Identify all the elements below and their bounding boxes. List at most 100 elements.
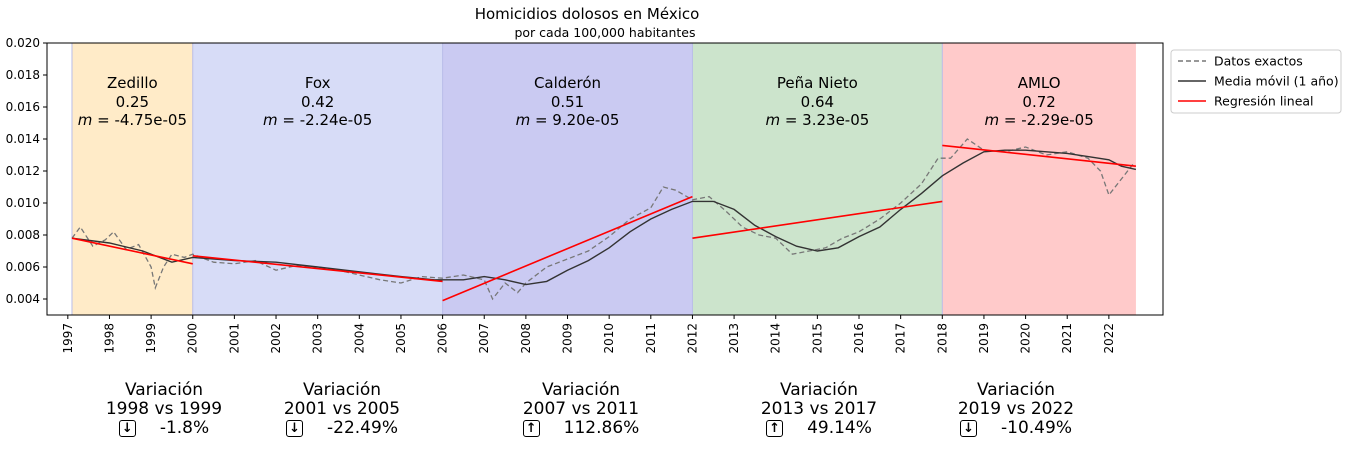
x-tick-label-6: 2003 (311, 323, 325, 354)
variation-value: -1.8% (159, 418, 210, 438)
x-tick-label-25: 2022 (1102, 323, 1116, 354)
x-tick-label-22: 2019 (977, 323, 991, 354)
slope-value: = -2.24e-05 (282, 111, 372, 129)
x-tick-label-4: 2001 (227, 323, 241, 354)
y-tick-label-3: 0.014 (6, 132, 40, 146)
x-tick-label-13: 2010 (602, 323, 616, 354)
variation-period: 1998 vs 1999 (105, 399, 223, 419)
x-tick-label-7: 2004 (352, 323, 366, 354)
plot-frame (46, 42, 1164, 316)
variation-row: ↑ 49.14% (719, 419, 919, 438)
regression-line-4 (942, 144, 1137, 167)
y-tick-label-7: 0.006 (6, 260, 40, 274)
presidential-period-bands (71, 43, 1136, 315)
arrow-up-icon: ↑ (766, 420, 784, 437)
y-tick-label-0: 0.020 (6, 36, 40, 50)
regression-line-0 (71, 237, 193, 265)
period-name-0: Zedillo (107, 74, 158, 92)
variation-row: ↓ -10.49% (916, 419, 1116, 438)
y-tick-label-1: 0.018 (6, 68, 40, 82)
slope-value: = 3.23e-05 (785, 111, 869, 129)
x-tick-label-18: 2015 (810, 323, 824, 354)
variation-row: ↓ -1.8% (64, 419, 264, 438)
variation-period: 2007 vs 2011 (522, 399, 640, 419)
period-slope-3: m = 3.23e-05 (765, 111, 869, 129)
period-value-2: 0.51 (551, 93, 584, 111)
legend-label-1: Media móvil (1 año) (1214, 74, 1339, 89)
slope-symbol: m (765, 111, 784, 129)
period-band-0 (71, 43, 193, 315)
variation-row: ↓ -22.49% (242, 419, 442, 438)
y-tick-label-8: 0.004 (6, 292, 40, 306)
x-tick-label-24: 2021 (1060, 323, 1074, 354)
y-tick-label-2: 0.016 (6, 100, 40, 114)
regression-line-2 (442, 195, 693, 302)
series-line-0 (71, 138, 1135, 301)
x-tick-label-1: 1998 (102, 323, 116, 354)
x-tick-label-12: 2009 (561, 323, 575, 354)
arrow-up-icon: ↑ (522, 420, 540, 437)
period-name-2: Calderón (534, 74, 601, 92)
slope-value: = -2.29e-05 (1004, 111, 1094, 129)
variation-block: Variación 2013 vs 2017 ↑ 49.14% (719, 381, 919, 438)
variation-block: Variación 1998 vs 1999 ↓ -1.8% (64, 381, 264, 438)
regression-line-3 (692, 200, 943, 239)
slope-symbol: m (516, 111, 535, 129)
variation-title: Variación (124, 380, 204, 400)
arrow-down-icon: ↓ (118, 420, 136, 437)
period-value-0: 0.25 (116, 93, 149, 111)
x-tick-label-16: 2013 (727, 323, 741, 354)
y-tick-label-5: 0.010 (6, 196, 40, 210)
variation-title: Variación (302, 380, 382, 400)
period-slope-2: m = 9.20e-05 (516, 111, 620, 129)
period-name-3: Peña Nieto (777, 74, 858, 92)
period-name-4: AMLO (1018, 74, 1061, 92)
x-tick-label-23: 2020 (1019, 323, 1033, 354)
period-band-1 (192, 43, 443, 315)
x-tick-label-9: 2006 (436, 323, 450, 354)
arrow-down-icon: ↓ (960, 420, 978, 437)
chart-title: Homicidios dolosos en México (475, 5, 700, 23)
variation-value: -22.49% (327, 418, 398, 438)
x-tick-label-11: 2008 (519, 323, 533, 354)
legend-box (1170, 49, 1342, 114)
period-value-3: 0.64 (801, 93, 834, 111)
x-tick-label-21: 2018 (935, 323, 949, 354)
variation-value: 112.86% (563, 418, 640, 438)
arrow-down-icon: ↓ (286, 420, 304, 437)
regression-lines (71, 144, 1137, 302)
x-tick-label-10: 2007 (477, 323, 491, 354)
x-tick-label-8: 2005 (394, 323, 408, 354)
legend-label-0: Datos exactos (1214, 54, 1303, 69)
period-slope-1: m = -2.24e-05 (263, 111, 372, 129)
period-slope-0: m = -4.75e-05 (78, 111, 187, 129)
legend-label-2: Regresión lineal (1214, 94, 1314, 109)
legend: Datos exactos Media móvil (1 año) Regresió… (1170, 49, 1342, 114)
x-tick-label-17: 2014 (769, 323, 783, 354)
variation-row: ↑ 112.86% (481, 419, 681, 438)
regression-line-1 (192, 255, 443, 283)
variation-block: Variación 2001 vs 2005 ↓ -22.49% (242, 381, 442, 438)
period-value-4: 0.72 (1022, 93, 1055, 111)
variation-block: Variación 2007 vs 2011 ↑ 112.86% (481, 381, 681, 438)
x-tick-label-14: 2011 (644, 323, 658, 354)
variation-period: 2001 vs 2005 (283, 399, 401, 419)
period-slope-4: m = -2.29e-05 (984, 111, 1093, 129)
period-value-1: 0.42 (301, 93, 334, 111)
variation-title: Variación (541, 380, 621, 400)
period-band-4 (942, 43, 1136, 315)
variation-period: 2019 vs 2022 (957, 399, 1075, 419)
period-band-3 (692, 43, 943, 315)
x-tick-label-20: 2017 (894, 323, 908, 354)
slope-value: = 9.20e-05 (535, 111, 619, 129)
y-axis: 0.020 0.018 0.016 0.014 0.012 0.010 0.008 0.006… (6, 36, 47, 306)
variation-block: Variación 2019 vs 2022 ↓ -10.49% (916, 381, 1116, 438)
y-tick-label-4: 0.012 (6, 164, 40, 178)
slope-symbol: m (984, 111, 1003, 129)
slope-symbol: m (78, 111, 97, 129)
variation-period: 2013 vs 2017 (760, 399, 878, 419)
x-axis: 1997 1998 1999 2000 2001 2002 2003 2004 2005 2006… (61, 315, 1116, 354)
variation-value: 49.14% (807, 418, 872, 438)
